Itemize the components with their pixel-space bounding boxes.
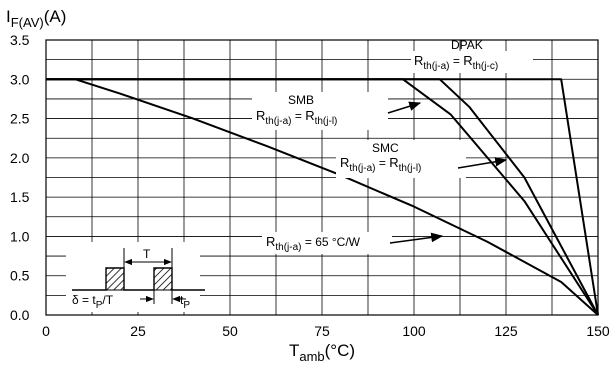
smb-equation: Rth(j-a) = Rth(j-l): [256, 108, 337, 127]
smc-label-bg: [336, 140, 466, 178]
smc-title: SMC: [372, 141, 399, 155]
y-axis-subscript: F(AV): [11, 15, 44, 30]
pulse-inset: T δ = tP/T tP: [66, 242, 205, 312]
y-axis-title: IF(AV)(A): [6, 7, 66, 30]
x-tick-label: 0: [42, 323, 50, 339]
pulse-2: [153, 267, 173, 291]
r65-label-bg: [262, 232, 392, 254]
pulse-1: [105, 267, 125, 291]
dpak-title: DPAK: [451, 38, 483, 52]
smb-label-bg: [252, 92, 388, 130]
x-axis-symbol: T: [289, 341, 299, 360]
y-tick-label: 0.0: [10, 307, 30, 323]
y-tick-label: 0.5: [10, 268, 30, 284]
dpak-label-bg: [411, 51, 533, 73]
x-axis-title: Tamb(°C): [289, 341, 355, 364]
y-axis-symbol: I: [6, 7, 11, 26]
x-tick-label: 25: [130, 323, 146, 339]
y-tick-label: 2.0: [10, 150, 30, 166]
r65-equation: Rth(j-a) = 65 °C/W: [266, 234, 361, 253]
x-tick-label: 125: [494, 323, 518, 339]
x-tick-label: 100: [402, 323, 426, 339]
y-tick-label: 1.5: [10, 189, 30, 205]
curves: [46, 78, 599, 316]
y-tick-label: 2.5: [10, 111, 30, 127]
smb-title: SMB: [288, 93, 314, 107]
pulse-width-label: tP: [180, 293, 190, 311]
x-axis-unit: (°C): [325, 341, 355, 360]
plot-frame: [45, 39, 599, 316]
x-tick-label: 50: [222, 323, 238, 339]
x-tick-label: 75: [314, 323, 330, 339]
pulse-waveform: [72, 267, 205, 291]
curve-dpak: [46, 78, 599, 316]
x-tick-label: 150: [586, 323, 610, 339]
smb-arrow: [387, 101, 422, 114]
x-axis-subscript: amb: [299, 349, 324, 364]
tick-labels: 0 25 50 75 100 125 150 0.0 0.5 1.0 1.5 2.0 2.5 3.0 3.5: [10, 32, 610, 339]
r65-arrow: [389, 232, 444, 244]
curve-rth-65: [46, 78, 599, 316]
smc-equation: Rth(j-a) = Rth(j-l): [340, 155, 421, 174]
duty-label: δ = tP/T: [72, 293, 114, 311]
y-tick-label: 3.0: [10, 71, 30, 87]
dpak-equation: Rth(j-a) = Rth(j-c): [414, 53, 498, 72]
period-label: T: [143, 247, 151, 261]
y-axis-unit: (A): [44, 7, 67, 26]
y-tick-label: 3.5: [10, 32, 30, 48]
y-tick-label: 1.0: [10, 228, 30, 244]
smc-arrow: [457, 157, 508, 169]
